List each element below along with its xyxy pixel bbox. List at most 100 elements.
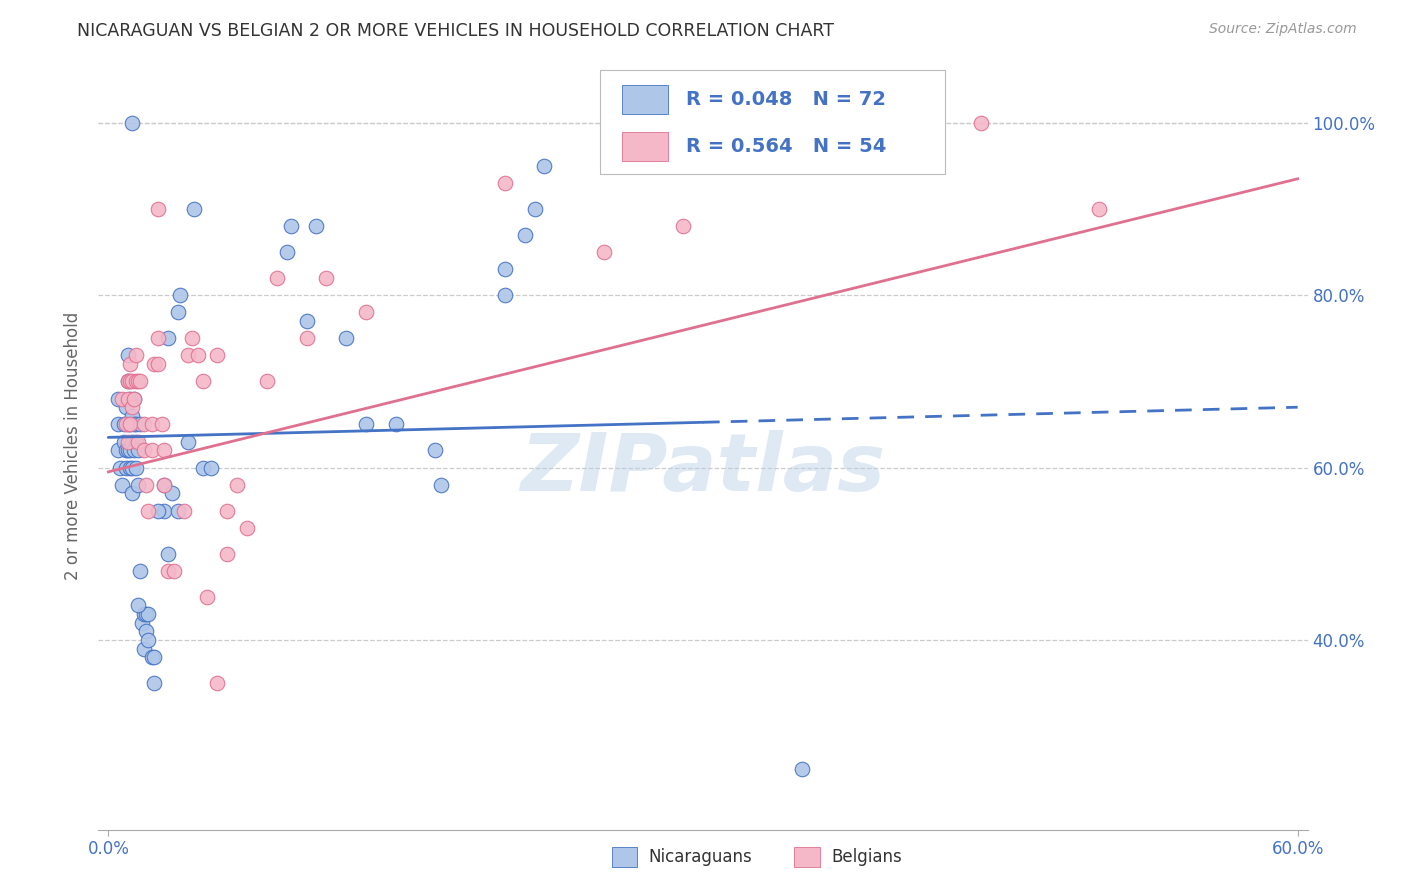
Point xyxy=(156,547,179,561)
Point xyxy=(276,245,298,260)
Point xyxy=(121,375,143,389)
Bar xyxy=(794,847,820,867)
Point xyxy=(183,202,205,216)
Point xyxy=(121,401,143,415)
Point xyxy=(156,331,179,345)
Point xyxy=(135,624,157,639)
Point xyxy=(121,434,143,449)
Point xyxy=(120,417,142,432)
Point xyxy=(132,641,155,656)
Point xyxy=(163,564,186,578)
Point xyxy=(127,375,149,389)
Point xyxy=(790,762,813,776)
Point xyxy=(121,116,143,130)
Point xyxy=(197,590,219,604)
Point xyxy=(384,417,406,432)
Point xyxy=(146,202,169,216)
Point xyxy=(112,417,135,432)
Point xyxy=(153,443,176,458)
Point xyxy=(120,392,142,406)
Point xyxy=(494,262,516,277)
Point xyxy=(180,331,202,345)
Point xyxy=(111,477,134,491)
Point xyxy=(132,417,155,432)
FancyBboxPatch shape xyxy=(621,132,668,161)
Point xyxy=(142,650,165,665)
Point xyxy=(125,375,148,389)
Point xyxy=(110,460,132,475)
Point xyxy=(125,460,148,475)
Point xyxy=(236,521,259,535)
Point xyxy=(533,159,555,173)
Point xyxy=(125,349,148,363)
Bar xyxy=(612,847,637,867)
Point xyxy=(156,564,179,578)
Point xyxy=(112,434,135,449)
Point xyxy=(150,417,173,432)
Point xyxy=(117,349,139,363)
Point xyxy=(111,392,134,406)
Point xyxy=(153,503,176,517)
Point xyxy=(132,443,155,458)
Point xyxy=(141,443,163,458)
Point xyxy=(193,460,215,475)
Point xyxy=(430,477,453,491)
Text: Nicaraguans: Nicaraguans xyxy=(648,848,752,866)
Point xyxy=(335,331,357,345)
Point xyxy=(173,503,195,517)
Y-axis label: 2 or more Vehicles in Household: 2 or more Vehicles in Household xyxy=(65,312,83,580)
Point xyxy=(141,650,163,665)
Text: Belgians: Belgians xyxy=(831,848,901,866)
Point xyxy=(266,271,288,285)
Point xyxy=(127,434,149,449)
Point xyxy=(117,375,139,389)
Point xyxy=(129,417,152,432)
Point xyxy=(122,443,145,458)
Point xyxy=(295,331,318,345)
Point xyxy=(117,392,139,406)
Point xyxy=(122,392,145,406)
Point xyxy=(115,401,138,415)
Point xyxy=(120,357,142,371)
Point xyxy=(305,219,328,234)
Point xyxy=(1088,202,1111,216)
Point xyxy=(136,632,159,647)
Point xyxy=(166,305,188,319)
Point xyxy=(115,460,138,475)
Point xyxy=(969,116,991,130)
Point xyxy=(135,607,157,621)
Point xyxy=(136,607,159,621)
Point xyxy=(132,607,155,621)
FancyBboxPatch shape xyxy=(600,70,945,174)
Point xyxy=(136,503,159,517)
Point xyxy=(107,417,129,432)
Point xyxy=(121,460,143,475)
Point xyxy=(146,503,169,517)
Point xyxy=(593,245,616,260)
Point xyxy=(127,477,149,491)
Point xyxy=(193,375,215,389)
Point xyxy=(146,331,169,345)
Point xyxy=(523,202,546,216)
FancyBboxPatch shape xyxy=(621,85,668,113)
Point xyxy=(121,409,143,423)
Point xyxy=(115,443,138,458)
Point xyxy=(160,486,183,500)
Text: ZIPatlas: ZIPatlas xyxy=(520,430,886,508)
Point xyxy=(315,271,337,285)
Point xyxy=(129,375,152,389)
Point xyxy=(425,443,447,458)
Point xyxy=(115,417,138,432)
Point xyxy=(125,417,148,432)
Point xyxy=(135,477,157,491)
Text: Source: ZipAtlas.com: Source: ZipAtlas.com xyxy=(1209,22,1357,37)
Point xyxy=(207,349,229,363)
Point xyxy=(142,676,165,690)
Point xyxy=(169,288,191,302)
Point xyxy=(122,417,145,432)
Point xyxy=(120,417,142,432)
Point xyxy=(121,486,143,500)
Point xyxy=(129,564,152,578)
Point xyxy=(176,349,198,363)
Point xyxy=(120,460,142,475)
